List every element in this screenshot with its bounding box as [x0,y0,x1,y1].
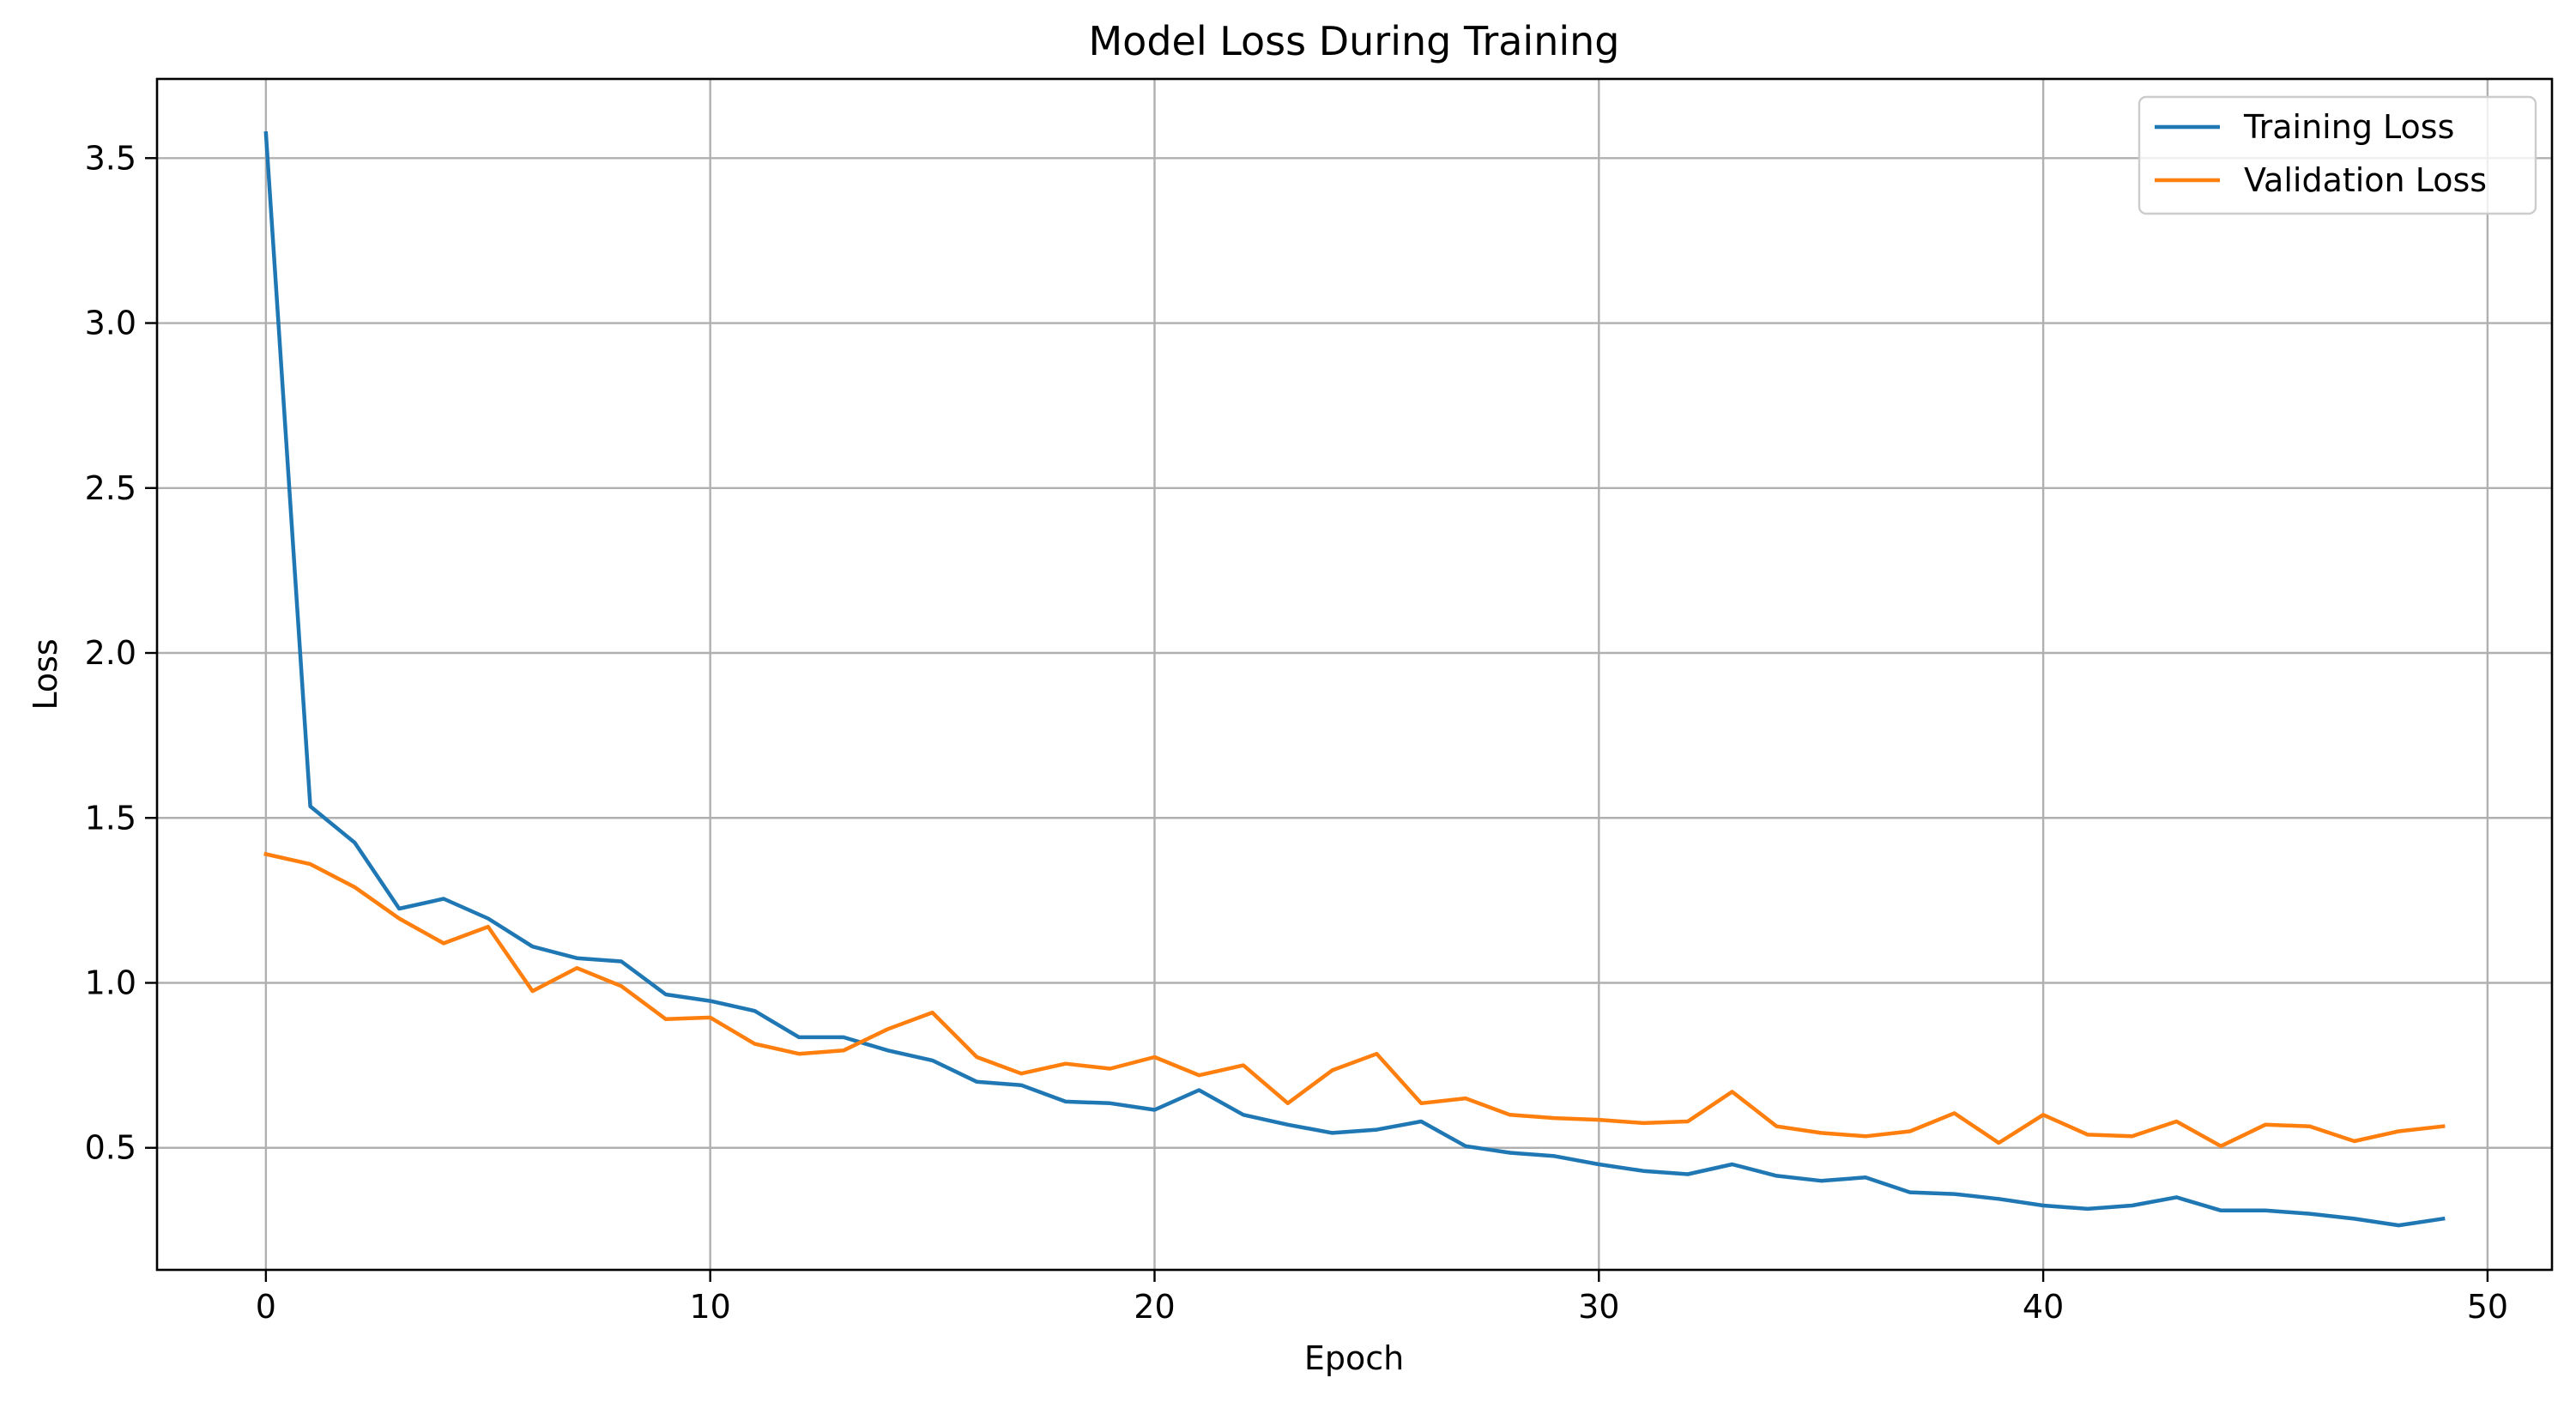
y-tick-label: 3.5 [85,139,136,177]
x-tick-label: 20 [1134,1288,1175,1326]
legend-box [2138,95,2537,215]
series-line-training-loss [263,131,2446,1228]
y-tick-label: 3.0 [85,305,136,342]
y-tick-label: 0.5 [85,1129,136,1167]
x-tick-label: 10 [689,1288,730,1326]
legend: Training Loss Validation Loss [2138,95,2537,215]
grid [157,79,2552,1270]
legend-label: Validation Loss [2244,161,2487,199]
series-line-validation-loss [263,851,2446,1149]
chart-title: Model Loss During Training [1088,18,1619,64]
x-tick-label: 40 [2023,1288,2064,1326]
y-axis-label: Loss [27,638,64,710]
y-tick-label: 2.0 [85,634,136,672]
series-lines [263,131,2446,1228]
x-tick-label: 0 [256,1288,276,1326]
x-axis-label: Epoch [1304,1339,1404,1377]
x-tick-label: 50 [2467,1288,2508,1326]
axes-frame [155,77,2554,1272]
axis-ticks: 0 10 20 30 40 50 0.5 1.0 1.5 2.0 2.5 3.0 3.5 [85,139,2509,1326]
y-tick-label: 1.5 [85,799,136,837]
x-tick-label: 30 [1578,1288,1619,1326]
legend-label: Training Loss [2243,108,2454,146]
y-tick-label: 1.0 [85,964,136,1001]
y-tick-label: 2.5 [85,469,136,507]
